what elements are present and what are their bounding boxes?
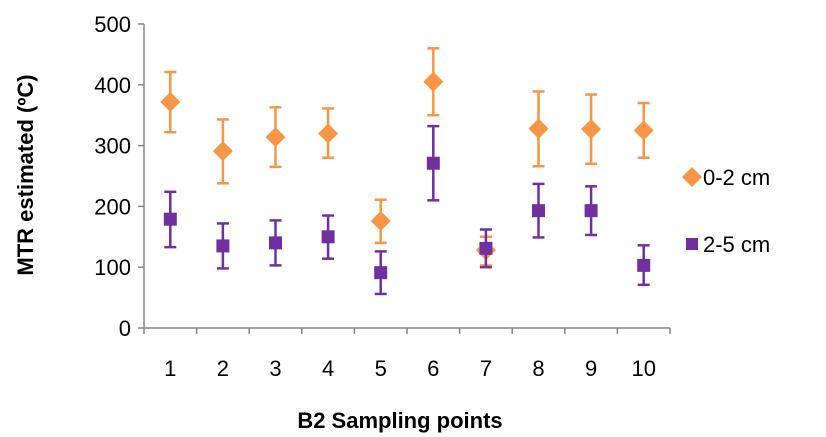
legend-marker-square [686,238,698,250]
data-point [374,266,388,280]
x-tick-label: 8 [532,356,544,381]
data-point [584,204,598,218]
data-point [581,119,602,140]
x-tick-label: 5 [375,356,387,381]
x-tick-label: 3 [269,356,281,381]
y-tick-label: 100 [94,255,131,280]
data-point [633,120,654,141]
data-point [265,127,286,148]
y-ticks: 0 100 200 300 400 500 [94,12,144,341]
data-point [160,91,181,112]
y-tick-label: 0 [119,316,131,341]
legend-item: 2-5 cm [686,232,770,257]
x-axis-title: B2 Sampling points [297,408,502,433]
y-tick-label: 500 [94,12,131,37]
data-point [318,123,339,144]
y-tick-label: 300 [94,134,131,159]
data-point [163,212,177,226]
x-tick-label: 4 [322,356,334,381]
data-point [321,230,335,244]
data-point [528,118,549,139]
x-tick-label: 6 [427,356,439,381]
series-2-5-cm [163,124,651,296]
x-ticks: 1 2 3 4 5 6 7 8 9 10 [143,328,671,381]
x-tick-label: 9 [585,356,597,381]
data-point [479,241,493,255]
data-point [532,204,545,218]
series-0-2-cm [160,47,654,267]
legend-label: 2-5 cm [703,232,770,257]
legend-marker-diamond [682,167,702,187]
legend-item: 0-2 cm [682,165,770,190]
x-tick-label: 2 [217,356,229,381]
data-point [212,141,233,162]
data-point [637,258,651,272]
legend-label: 0-2 cm [703,165,770,190]
data-point [423,71,444,92]
y-tick-label: 400 [94,73,131,98]
series-layer [160,47,654,296]
data-point [269,236,282,250]
x-tick-label: 1 [164,356,176,381]
data-point [370,210,391,231]
data-point [216,239,230,253]
data-point [426,156,440,170]
x-tick-label: 10 [631,356,655,381]
y-axis-title: MTR estimated (ºC) [13,74,38,275]
y-tick-label: 200 [94,194,131,219]
legend: 0-2 cm 2-5 cm [682,165,770,257]
x-tick-label: 7 [480,356,492,381]
